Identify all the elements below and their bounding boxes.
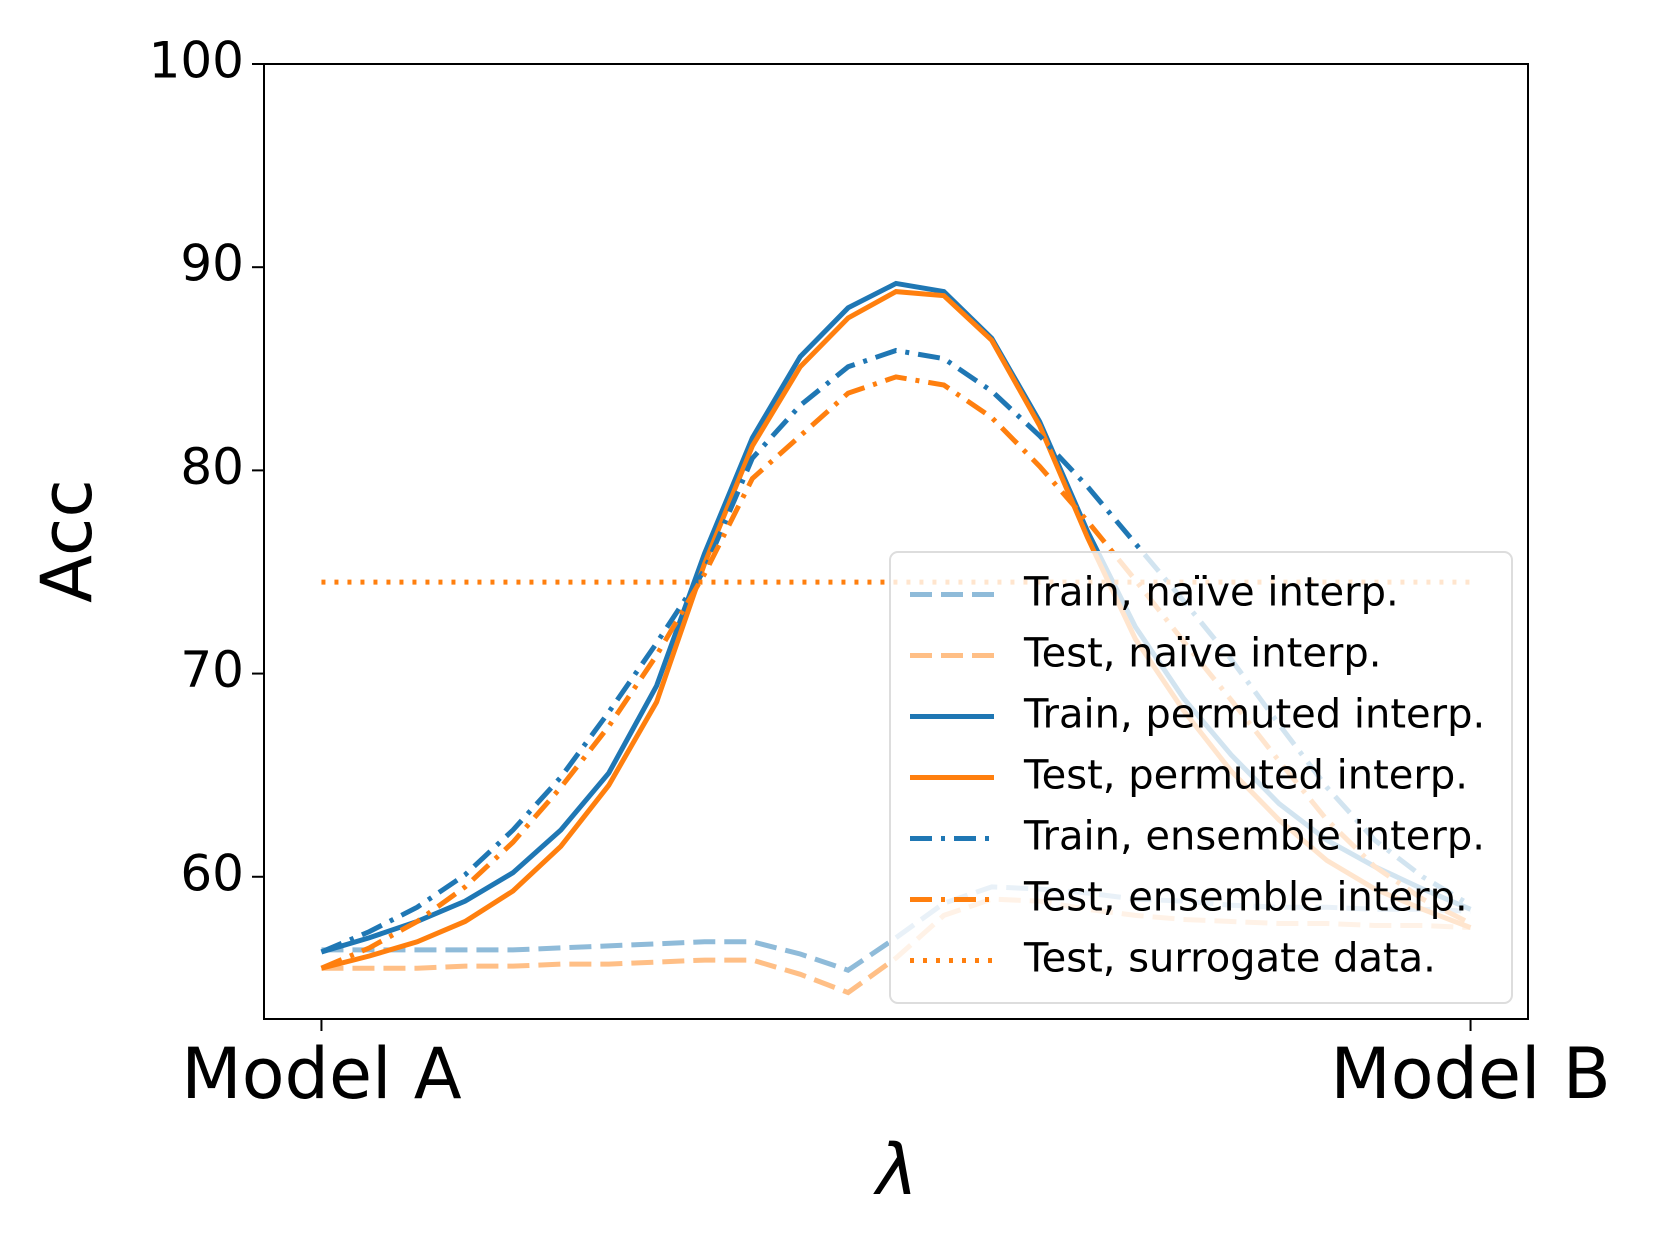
- y-tick-label: 70: [180, 641, 244, 699]
- y-tick-label: 100: [149, 32, 244, 90]
- series-line: [321, 884, 1471, 974]
- series-line: [320, 374, 1472, 971]
- x-tick-label: Model B: [1330, 1033, 1610, 1115]
- legend-box: [889, 551, 1513, 1004]
- plot-frame: [263, 63, 1529, 1020]
- legend-label: Test, naïve interp.: [1023, 631, 1381, 677]
- y-tick-label: 80: [180, 438, 244, 496]
- legend-label: Test, surrogate data.: [1023, 936, 1436, 982]
- legend-label: Train, ensemble interp.: [1023, 814, 1485, 860]
- legend-label: Train, permuted interp.: [1023, 692, 1485, 738]
- y-tick-label: 60: [180, 844, 244, 902]
- legend-label: Test, ensemble interp.: [1023, 875, 1468, 921]
- y-axis-label: Acc: [26, 479, 108, 603]
- x-axis-label: λ: [872, 1129, 917, 1211]
- series-line: [320, 347, 1472, 955]
- legend-label: Train, naïve interp.: [1023, 570, 1399, 616]
- x-tick-label: Model A: [181, 1033, 461, 1115]
- legend-label: Test, permuted interp.: [1023, 753, 1468, 799]
- y-tick-label: 90: [180, 235, 244, 293]
